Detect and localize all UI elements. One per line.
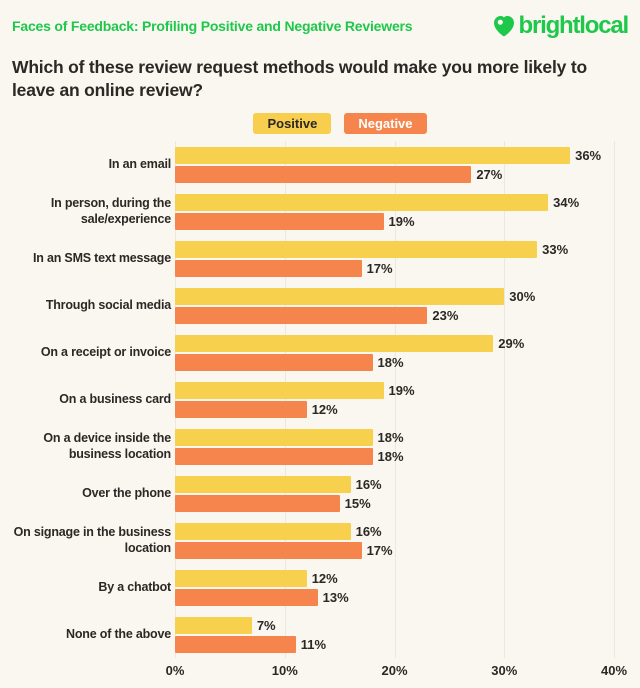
value-label: 34% (553, 194, 580, 210)
positive-bar (175, 193, 549, 211)
negative-bar (175, 165, 472, 183)
value-label: 36% (575, 147, 602, 163)
gridline (175, 141, 176, 659)
chart-row: Over the phone 16% 15% (12, 470, 628, 517)
chart-row: On a device inside the business location… (12, 423, 628, 470)
value-label: 17% (366, 260, 393, 276)
chart-row: None of the above 7% 11% (12, 611, 628, 658)
chart-row: In person, during the sale/experience 34%… (12, 188, 628, 235)
gridline (284, 141, 286, 659)
positive-bar (175, 428, 373, 446)
brand-logo: brightlocal (491, 12, 630, 40)
value-label: 13% (322, 589, 349, 605)
value-label: 29% (498, 335, 525, 351)
negative-bar (175, 259, 362, 277)
value-label: 33% (542, 241, 569, 257)
category-label: Through social media (45, 297, 171, 312)
gridline (394, 141, 396, 659)
x-tick-label: 0% (165, 663, 185, 679)
negative-bar (175, 212, 384, 230)
chart-row: In an email 36% 27% (12, 141, 628, 188)
plot-area: In an email 36% 27% In person, during the s… (12, 141, 628, 659)
legend: Positive Negative (52, 113, 628, 135)
negative-bar (175, 306, 428, 324)
x-tick-label: 10% (271, 663, 298, 679)
positive-bar (175, 569, 307, 587)
category-label: By a chatbot (98, 579, 171, 594)
value-label: 12% (311, 401, 338, 417)
category-label: In person, during the sale/experience (50, 196, 171, 226)
value-label: 19% (388, 213, 415, 229)
legend-negative: Negative (344, 113, 427, 135)
value-label: 30% (509, 288, 536, 304)
chart-row: By a chatbot 12% 13% (12, 564, 628, 611)
positive-bar (175, 240, 538, 258)
category-label: On a receipt or invoice (40, 344, 171, 359)
value-label: 19% (388, 382, 415, 398)
category-label: In an email (108, 156, 172, 171)
x-axis: 0% 10% 20% 30% 40% (12, 661, 628, 683)
value-label: 23% (432, 307, 459, 323)
value-label: 16% (355, 476, 382, 492)
category-label: In an SMS text message (32, 250, 171, 265)
brand-name: brightlocal (518, 12, 630, 39)
negative-bar (175, 400, 307, 418)
chart-row: On a receipt or invoice 29% 18% (12, 329, 628, 376)
positive-bar (175, 381, 384, 399)
positive-bar (175, 616, 252, 634)
heart-pin-icon (491, 13, 517, 39)
positive-bar (175, 287, 505, 305)
legend-positive: Positive (253, 113, 332, 135)
category-label: On signage in the business location (13, 525, 172, 555)
category-label: Over the phone (82, 485, 171, 500)
positive-bar (175, 146, 571, 164)
report-tagline: Faces of Feedback: Profiling Positive an… (12, 18, 413, 34)
negative-bar (175, 541, 362, 559)
value-label: 18% (377, 429, 404, 445)
value-label: 15% (344, 495, 371, 511)
value-label: 17% (366, 542, 393, 558)
x-tick-label: 40% (600, 663, 628, 679)
value-label: 27% (476, 166, 503, 182)
negative-bar (175, 447, 373, 465)
header: Faces of Feedback: Profiling Positive an… (12, 12, 630, 40)
negative-bar (175, 353, 373, 371)
positive-bar (175, 522, 351, 540)
gridline (614, 141, 615, 659)
x-tick-label: 20% (381, 663, 408, 679)
category-label: On a business card (59, 391, 171, 406)
positive-bar (175, 475, 351, 493)
negative-bar (175, 588, 318, 606)
chart-row: In an SMS text message 33% 17% (12, 235, 628, 282)
chart-question-title: Which of these review request methods wo… (12, 57, 587, 101)
negative-bar (175, 494, 340, 512)
bar-chart: In an email 36% 27% In person, during the s… (12, 141, 628, 683)
category-label: On a device inside the business location (43, 431, 171, 461)
x-tick-label: 30% (491, 663, 518, 679)
chart-row: On a business card 19% 12% (12, 376, 628, 423)
positive-bar (175, 334, 494, 352)
value-label: 12% (311, 570, 338, 586)
value-label: 11% (300, 636, 327, 652)
chart-row: On signage in the business location 16% 17… (12, 517, 628, 564)
value-label: 16% (355, 523, 382, 539)
value-label: 7% (256, 617, 276, 633)
value-label: 18% (377, 354, 404, 370)
negative-bar (175, 635, 296, 653)
category-label: None of the above (66, 626, 171, 641)
chart-row: Through social media 30% 23% (12, 282, 628, 329)
gridline (504, 141, 506, 659)
value-label: 18% (377, 448, 404, 464)
